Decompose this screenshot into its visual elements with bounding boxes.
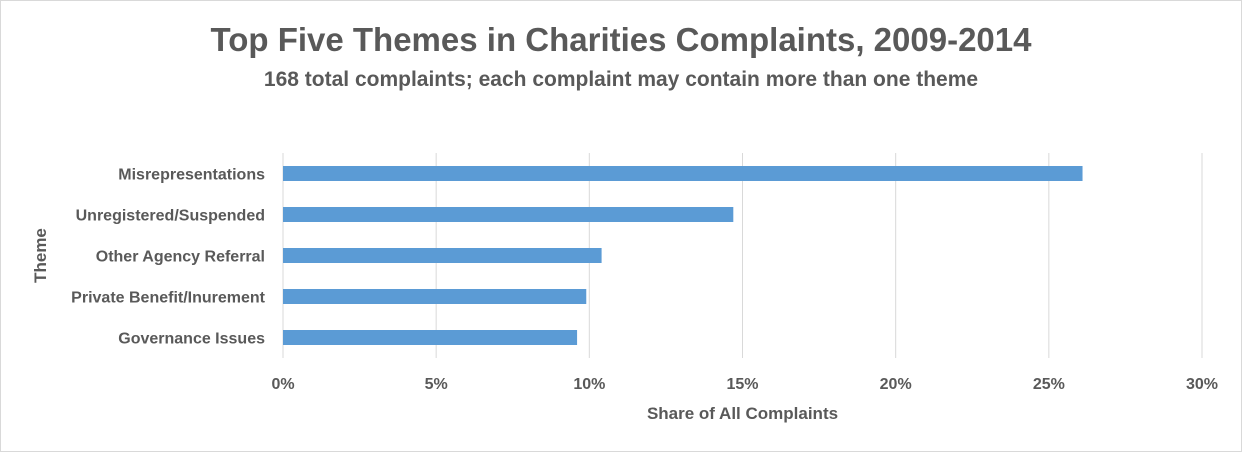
bars [283, 166, 1083, 345]
bar [283, 248, 602, 263]
bar [283, 207, 734, 222]
x-tick-label: 30% [1186, 376, 1218, 393]
category-label: Other Agency Referral [96, 249, 265, 266]
chart-title: Top Five Themes in Charities Complaints,… [210, 21, 1032, 58]
x-tick-label: 15% [726, 376, 758, 393]
x-tick-label: 0% [271, 376, 294, 393]
bar [283, 166, 1083, 181]
category-labels: Misrepresentations Unregistered/Suspended… [71, 167, 266, 348]
x-tick-labels: 0% 5% 10% 15% 20% 25% 30% [271, 376, 1218, 393]
x-tick-label: 20% [880, 376, 912, 393]
chart-subtitle: 168 total complaints; each complaint may… [263, 68, 979, 91]
category-label: Misrepresentations [118, 167, 265, 184]
category-label: Governance Issues [118, 331, 265, 348]
bar [283, 330, 578, 345]
bar [283, 289, 587, 304]
gridlines [282, 153, 1203, 358]
y-axis-title: Theme [31, 228, 50, 283]
x-tick-label: 10% [573, 376, 605, 393]
x-tick-label: 25% [1033, 376, 1065, 393]
category-label: Private Benefit/Inurement [71, 290, 266, 307]
category-label: Unregistered/Suspended [76, 208, 265, 225]
x-axis-title: Share of All Complaints [647, 404, 838, 423]
x-tick-label: 5% [425, 376, 448, 393]
